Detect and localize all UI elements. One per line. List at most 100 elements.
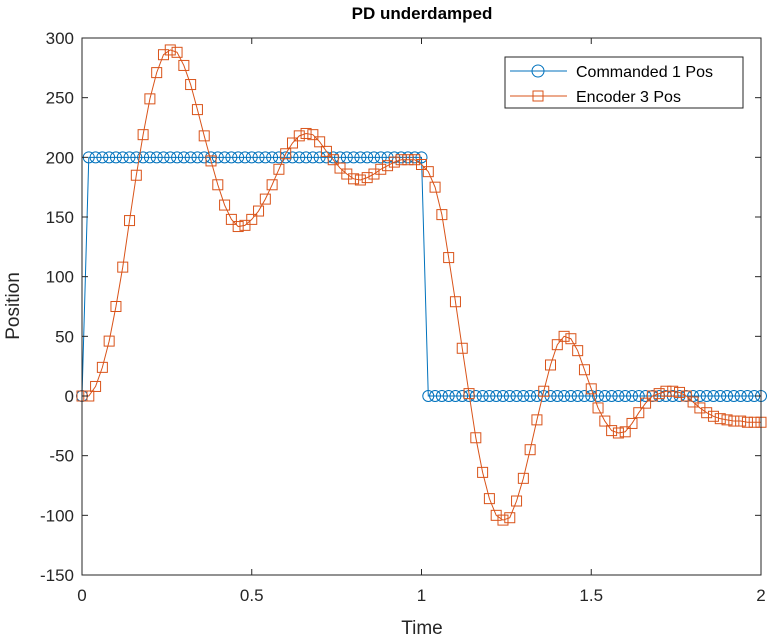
data-point-commanded xyxy=(245,151,258,164)
data-point-commanded xyxy=(456,390,469,402)
data-point-encoder xyxy=(286,137,298,149)
data-point-encoder xyxy=(388,156,400,168)
data-point-encoder xyxy=(517,472,529,484)
y-tick-labels: -150 -100 -50 0 50 100 150 200 250 300 xyxy=(40,29,74,585)
y-tick-label: 0 xyxy=(65,387,74,406)
data-point-commanded xyxy=(578,390,591,402)
data-point-encoder xyxy=(483,493,495,505)
data-point-commanded xyxy=(585,390,598,402)
data-point-commanded xyxy=(639,390,652,402)
data-point-encoder xyxy=(198,130,210,142)
y-tick-label: 50 xyxy=(55,327,74,346)
x-tick-label: 0 xyxy=(77,586,86,605)
data-point-commanded xyxy=(89,151,102,164)
data-point-encoder xyxy=(212,179,224,191)
data-point-commanded xyxy=(361,151,374,164)
data-point-encoder xyxy=(504,512,516,524)
data-point-encoder xyxy=(735,415,747,427)
data-point-encoder xyxy=(592,402,604,414)
data-point-encoder xyxy=(619,426,631,438)
data-point-commanded xyxy=(164,151,177,164)
data-point-commanded xyxy=(727,390,740,402)
data-point-encoder xyxy=(327,154,339,166)
data-point-encoder xyxy=(667,385,679,397)
data-point-commanded xyxy=(211,151,224,164)
data-point-encoder xyxy=(436,209,448,221)
data-point-encoder xyxy=(599,415,611,427)
data-point-commanded xyxy=(259,151,272,164)
plot-area xyxy=(76,37,767,576)
data-point-commanded xyxy=(313,151,326,164)
data-point-commanded xyxy=(150,151,163,164)
data-point-encoder xyxy=(531,414,543,426)
data-point-encoder xyxy=(164,44,176,56)
data-point-commanded xyxy=(707,390,720,402)
data-point-encoder xyxy=(300,127,312,139)
data-point-encoder xyxy=(185,79,197,91)
data-point-encoder xyxy=(687,396,699,408)
data-point-encoder xyxy=(612,427,624,439)
y-tick-label: -100 xyxy=(40,506,74,525)
legend-box xyxy=(504,56,744,109)
data-point-commanded xyxy=(354,151,367,164)
data-point-encoder xyxy=(382,160,394,172)
data-point-commanded xyxy=(429,390,442,402)
data-point-encoder xyxy=(117,261,129,273)
data-point-commanded xyxy=(469,390,482,402)
x-axis-label: Time xyxy=(401,618,443,638)
data-point-commanded xyxy=(551,390,564,402)
data-point-commanded xyxy=(490,390,503,402)
data-point-encoder xyxy=(443,252,455,264)
data-point-encoder xyxy=(674,386,686,398)
data-point-commanded xyxy=(232,151,245,164)
data-point-encoder xyxy=(748,416,760,428)
legend-label-encoder: Encoder 3 Pos xyxy=(576,89,681,106)
x-tick-labels: 0 0.5 1 1.5 2 xyxy=(77,586,765,605)
data-point-commanded xyxy=(96,151,109,164)
data-point-commanded xyxy=(510,390,523,402)
data-point-encoder xyxy=(253,205,265,217)
data-point-encoder xyxy=(90,380,102,392)
data-point-encoder xyxy=(334,162,346,174)
data-point-encoder xyxy=(348,173,360,185)
tick-marks xyxy=(81,37,762,576)
axes-background xyxy=(82,38,761,575)
data-point-commanded xyxy=(123,151,136,164)
data-point-commanded xyxy=(605,390,618,402)
data-point-encoder xyxy=(246,213,258,225)
data-point-commanded xyxy=(171,151,184,164)
data-point-encoder xyxy=(402,154,414,166)
data-point-commanded xyxy=(137,151,150,164)
data-point-encoder xyxy=(259,193,271,205)
y-tick-label: 150 xyxy=(46,208,74,227)
data-point-commanded xyxy=(693,390,706,402)
x-tick-label: 2 xyxy=(756,586,765,605)
data-point-commanded xyxy=(625,390,638,402)
data-point-commanded xyxy=(524,390,537,402)
data-point-commanded xyxy=(103,151,116,164)
data-point-encoder xyxy=(96,361,108,373)
data-point-commanded xyxy=(177,151,190,164)
data-point-encoder xyxy=(545,359,557,371)
data-point-commanded xyxy=(571,390,584,402)
data-point-commanded xyxy=(564,390,577,402)
data-point-commanded xyxy=(496,390,509,402)
data-point-commanded xyxy=(184,151,197,164)
data-point-encoder xyxy=(354,174,366,186)
data-point-encoder xyxy=(572,345,584,357)
data-point-encoder xyxy=(701,407,713,419)
data-point-encoder xyxy=(429,181,441,193)
data-point-encoder xyxy=(307,129,319,141)
data-point-encoder xyxy=(103,335,115,347)
data-point-commanded xyxy=(266,151,279,164)
data-point-encoder xyxy=(626,417,638,429)
x-tick-label: 0.5 xyxy=(240,586,264,605)
data-point-encoder xyxy=(497,514,509,526)
data-point-encoder xyxy=(130,169,142,181)
data-point-encoder xyxy=(714,413,726,425)
data-point-commanded xyxy=(225,151,238,164)
data-point-encoder xyxy=(191,104,203,116)
data-point-commanded xyxy=(116,151,129,164)
data-point-encoder xyxy=(551,339,563,351)
